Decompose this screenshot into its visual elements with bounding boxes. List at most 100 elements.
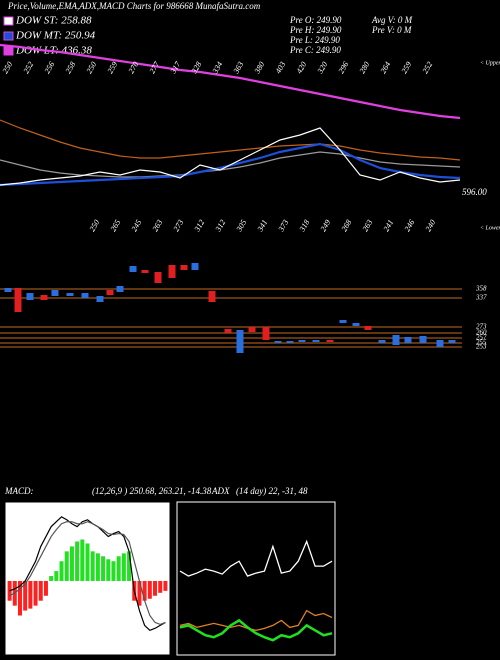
legend-label: DOW ST: 258.88 [15, 15, 92, 27]
legend-label: DOW MT: 250.94 [15, 30, 96, 42]
candle [14, 288, 22, 312]
chart-title: Price,Volume,EMA,ADX,MACD Charts for 986… [7, 1, 261, 11]
candle [352, 323, 360, 326]
legend-swatch [3, 16, 14, 26]
candle [248, 327, 256, 332]
candle [208, 291, 216, 302]
candle [364, 326, 372, 330]
candle [378, 340, 386, 343]
candle [326, 340, 334, 342]
histogram-bar [101, 556, 106, 581]
candle [286, 341, 294, 343]
line [0, 119, 461, 161]
price-label: 596.00 [462, 187, 487, 197]
histogram-bar [121, 553, 126, 581]
line [0, 43, 461, 120]
histogram-bar [80, 539, 85, 581]
info: Pre O: 249.90 [289, 15, 342, 25]
histogram-bar [127, 551, 132, 581]
candle [26, 293, 34, 300]
candle [339, 320, 347, 323]
candle [141, 270, 149, 273]
level-label: 260 [476, 329, 487, 337]
candle [392, 335, 400, 345]
candle [81, 293, 89, 298]
candle [224, 329, 232, 333]
histogram-bar [153, 580, 158, 596]
candle [236, 330, 244, 353]
candle [96, 296, 104, 302]
candle [419, 336, 427, 343]
candle [436, 340, 444, 347]
info: Pre C: 249.90 [289, 45, 341, 55]
info: Avg V: 0 M [371, 15, 413, 25]
candle [298, 340, 306, 342]
adx-label: ADX [211, 486, 230, 496]
info: Pre L: 249.90 [289, 35, 340, 45]
histogram-bar [137, 580, 142, 606]
histogram-bar [64, 551, 69, 581]
macd-params: (12,26,9 ) 250.68, 263.21, -14.38 [92, 486, 212, 496]
histogram-bar [116, 556, 121, 581]
lower-label: < Lower [480, 225, 500, 231]
legend-swatch [3, 31, 14, 41]
candle [154, 272, 162, 283]
candle [180, 265, 188, 270]
histogram-bar [69, 546, 74, 581]
histogram-bar [54, 571, 59, 581]
histogram-bar [59, 561, 64, 581]
level-label: 273 [476, 323, 487, 331]
histogram-bar [49, 576, 54, 581]
candle [404, 337, 412, 343]
candle [312, 340, 320, 342]
line [179, 539, 333, 577]
adx-panel [176, 501, 336, 656]
candle [106, 290, 114, 295]
histogram-bar [17, 580, 22, 616]
level-label: 253 [476, 343, 487, 351]
histogram-bar [163, 580, 168, 591]
level-label: 255 [476, 339, 487, 347]
histogram-bar [43, 580, 48, 596]
line [0, 127, 461, 186]
candle [40, 295, 48, 300]
upper-label: < Upper [480, 60, 500, 66]
info: Pre H: 249.90 [289, 25, 342, 35]
level-label: 358 [475, 285, 487, 293]
line [0, 151, 461, 178]
histogram-bar [33, 580, 38, 606]
candle [274, 341, 282, 343]
line [9, 521, 166, 626]
macd-label: MACD: [4, 486, 34, 496]
level-label: 337 [475, 294, 487, 302]
info: Pre V: 0 M [371, 25, 412, 35]
line [179, 609, 333, 631]
histogram-bar [38, 580, 43, 601]
histogram-bar [147, 580, 152, 599]
candle [262, 327, 270, 340]
legend-swatch [3, 46, 14, 56]
histogram-bar [111, 561, 116, 581]
histogram-bar [75, 541, 80, 581]
candle [168, 265, 176, 278]
candle [191, 263, 199, 270]
histogram-bar [90, 551, 95, 581]
histogram-bar [23, 580, 28, 611]
line [9, 516, 166, 632]
adx-params: (14 day) 22, -31, 48 [236, 486, 308, 496]
candle [66, 293, 74, 296]
histogram-bar [142, 580, 147, 601]
candle [129, 266, 137, 272]
candle [116, 286, 124, 292]
level-label: 257 [476, 334, 487, 342]
histogram-bar [85, 543, 90, 581]
histogram-bar [158, 580, 163, 593]
line [179, 618, 333, 642]
histogram-bar [95, 553, 100, 581]
candle [4, 288, 12, 292]
histogram-bar [106, 559, 111, 581]
candle [448, 340, 456, 343]
candle [51, 290, 59, 296]
histogram-bar [28, 580, 33, 609]
